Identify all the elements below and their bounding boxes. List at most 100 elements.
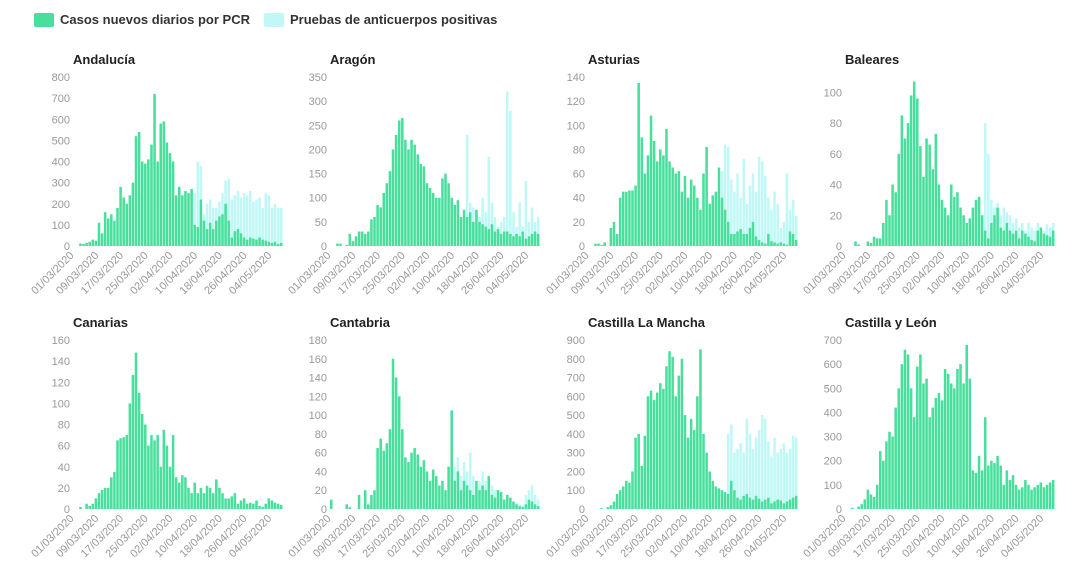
- y-tick-label: 80: [830, 118, 842, 130]
- bar-antibody: [481, 197, 484, 246]
- bar-pcr: [776, 499, 779, 509]
- bar-pcr: [705, 147, 708, 246]
- bar-pcr: [652, 400, 656, 509]
- bar-antibody: [270, 207, 274, 246]
- bar-pcr: [891, 184, 894, 246]
- bar-pcr: [1030, 489, 1033, 509]
- bar-antibody: [785, 173, 789, 246]
- bar-antibody: [794, 215, 798, 246]
- bar-antibody: [736, 173, 739, 246]
- bar-pcr: [236, 229, 240, 246]
- bar-pcr: [487, 476, 491, 509]
- bar-pcr: [252, 238, 255, 246]
- bar-antibody: [227, 178, 230, 246]
- bar-antibody: [764, 175, 767, 246]
- bar-pcr: [928, 144, 931, 246]
- bar-pcr: [888, 215, 891, 246]
- y-tick-label: 400: [824, 407, 842, 419]
- bar-pcr: [776, 243, 779, 246]
- bar-pcr: [79, 243, 82, 246]
- bar-pcr: [388, 171, 392, 246]
- bar-antibody: [255, 199, 258, 246]
- bar-antibody: [196, 161, 200, 246]
- bar-pcr: [751, 499, 755, 509]
- bar-pcr: [634, 185, 637, 246]
- bar-pcr: [493, 497, 497, 509]
- bar-pcr: [94, 498, 98, 509]
- bar-antibody: [751, 448, 755, 509]
- bar-pcr: [258, 505, 261, 509]
- bar-pcr: [91, 239, 95, 246]
- bar-pcr: [428, 188, 432, 246]
- y-tick-label: 300: [309, 96, 327, 108]
- bar-pcr: [717, 167, 721, 246]
- bar-pcr: [671, 356, 674, 509]
- y-tick-label: 40: [573, 193, 585, 205]
- y-tick-label: 80: [573, 144, 585, 156]
- bar-pcr: [631, 190, 634, 246]
- bar-pcr: [1045, 235, 1049, 246]
- bar-pcr: [943, 368, 947, 509]
- bar-pcr: [536, 506, 540, 509]
- bar-pcr: [85, 242, 88, 246]
- bar-pcr: [506, 231, 509, 246]
- y-tick-label: 200: [309, 144, 327, 156]
- bar-pcr: [533, 504, 537, 509]
- bar-pcr: [974, 199, 978, 246]
- bar-pcr: [987, 238, 990, 246]
- bar-pcr: [1017, 238, 1021, 246]
- bar-pcr: [878, 451, 882, 509]
- bar-pcr: [903, 138, 907, 246]
- bar-pcr: [187, 487, 190, 510]
- y-tick-label: 250: [309, 120, 327, 132]
- bar-pcr: [481, 224, 484, 246]
- bar-antibody: [782, 443, 786, 509]
- y-tick-label: 600: [52, 114, 70, 126]
- bar-pcr: [866, 489, 870, 509]
- bar-pcr: [665, 366, 668, 509]
- y-tick-label: 150: [309, 169, 327, 181]
- bar-pcr: [88, 241, 91, 246]
- bar-pcr: [1036, 484, 1039, 509]
- bar-pcr: [885, 199, 888, 246]
- bar-pcr: [1048, 236, 1052, 246]
- bar-antibody: [736, 448, 739, 509]
- bar-antibody: [794, 437, 798, 509]
- bar-pcr: [897, 153, 901, 246]
- bar-pcr: [261, 506, 264, 509]
- bar-pcr: [971, 207, 975, 246]
- bar-antibody: [1045, 224, 1049, 246]
- bar-pcr: [202, 220, 206, 246]
- bar-pcr: [1033, 487, 1036, 509]
- bar-antibody: [745, 418, 749, 509]
- bar-pcr: [916, 366, 919, 509]
- bar-pcr: [441, 178, 444, 246]
- bar-pcr: [404, 457, 407, 509]
- chart-title: Castilla y León: [845, 315, 937, 330]
- bar-pcr: [993, 463, 996, 509]
- bar-pcr: [208, 222, 212, 246]
- bar-antibody: [726, 147, 730, 246]
- bar-pcr: [447, 183, 450, 246]
- y-tick-label: 20: [58, 483, 70, 495]
- bar-pcr: [435, 476, 438, 509]
- bar-pcr: [739, 499, 742, 509]
- bar-pcr: [742, 495, 745, 509]
- bar-pcr: [536, 233, 540, 246]
- bar-pcr: [239, 233, 243, 246]
- y-tick-label: 350: [309, 72, 327, 84]
- bar-pcr: [348, 233, 352, 246]
- bar-antibody: [242, 193, 246, 246]
- chart-title: Baleares: [845, 52, 899, 67]
- bar-pcr: [606, 507, 610, 509]
- bar-pcr: [397, 396, 401, 509]
- bar-antibody: [748, 185, 752, 246]
- bar-pcr: [686, 197, 690, 246]
- y-tick-label: 140: [52, 356, 70, 368]
- bar-pcr: [258, 237, 261, 246]
- bar-pcr: [1002, 484, 1006, 509]
- bar-pcr: [367, 504, 370, 509]
- bar-antibody: [530, 485, 534, 509]
- bar-pcr: [733, 233, 736, 246]
- bar-pcr: [506, 494, 509, 509]
